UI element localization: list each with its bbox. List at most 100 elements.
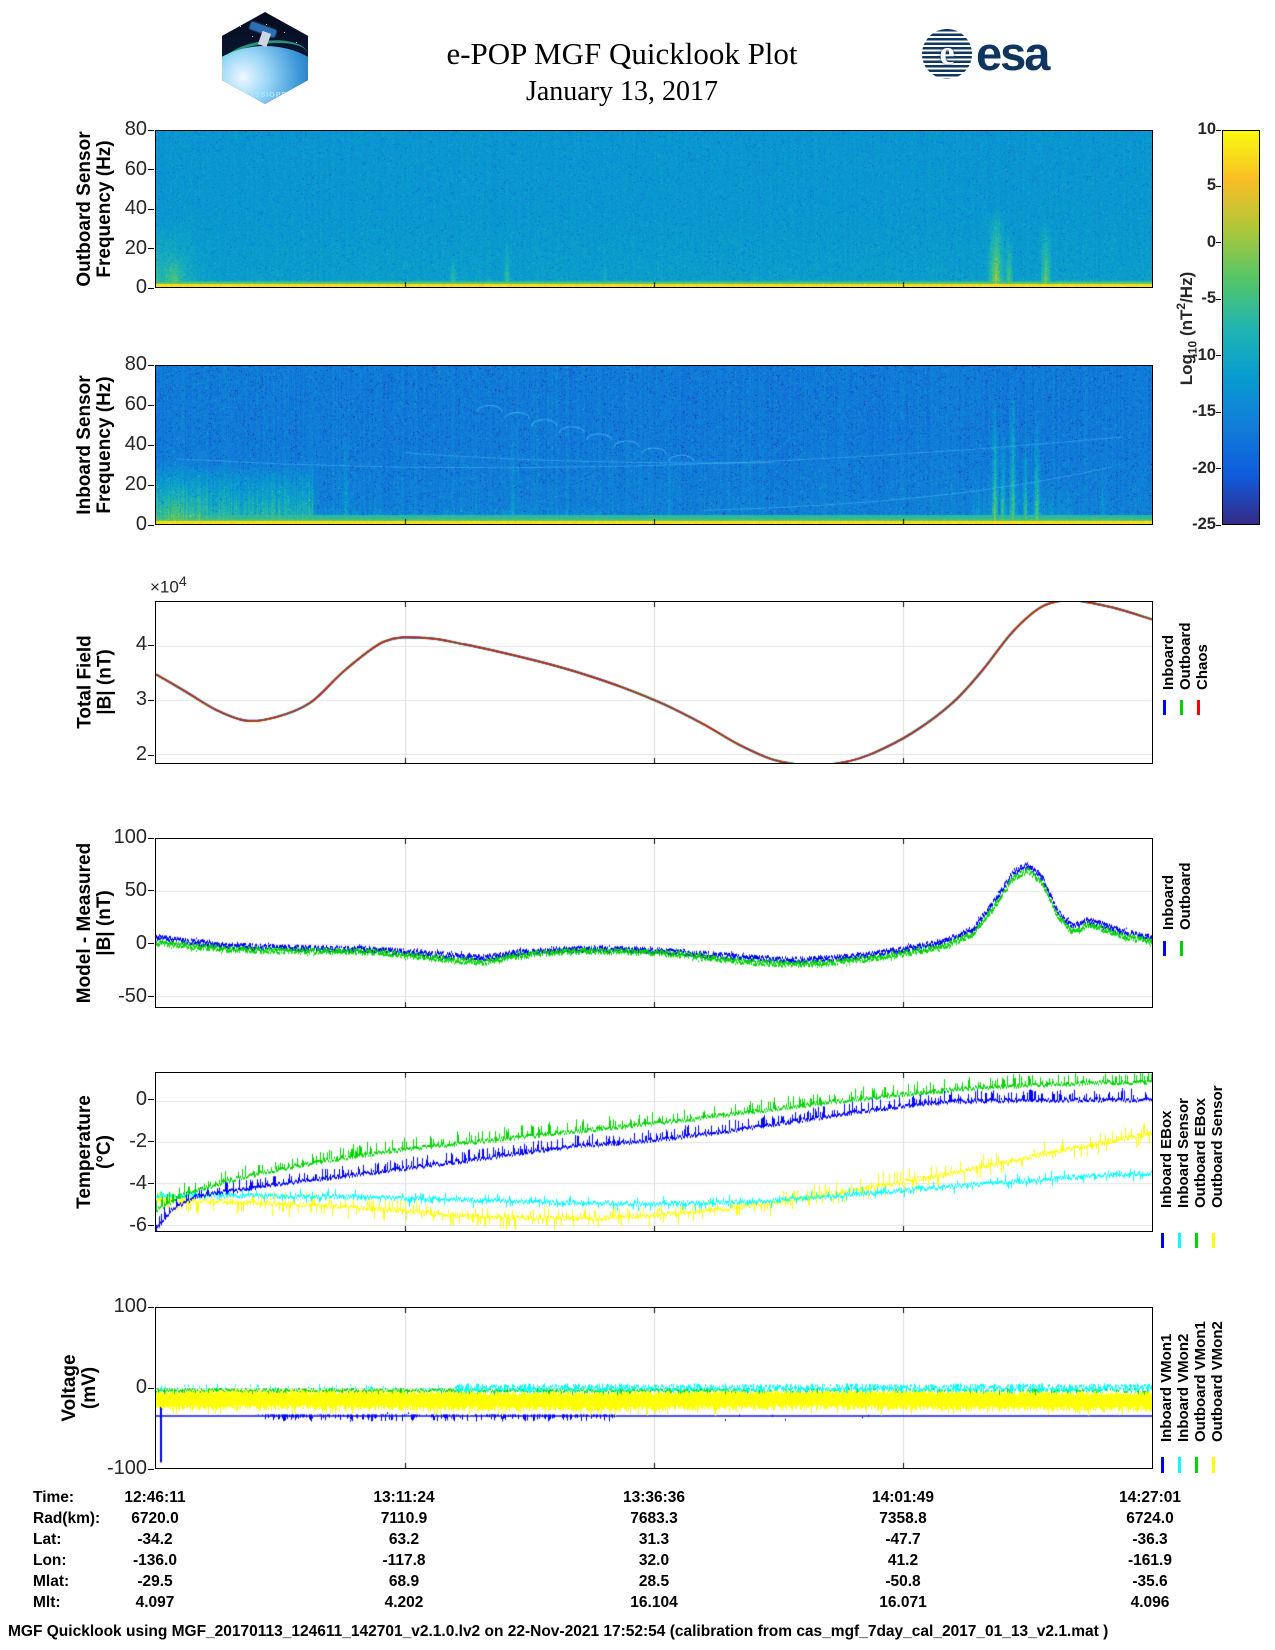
outboard-spectrogram-panel bbox=[155, 130, 1153, 288]
y-tick-label: 4 bbox=[135, 633, 147, 656]
ephemeris-value: 7110.9 bbox=[380, 1510, 428, 1527]
y-tick-mark bbox=[148, 404, 154, 406]
legend-label: Inboard Sensor bbox=[1175, 1097, 1192, 1208]
ephemeris-value: 7683.3 bbox=[630, 1510, 678, 1527]
y-tick-label: 80 bbox=[124, 118, 147, 140]
colorbar-tick-mark bbox=[1216, 298, 1221, 300]
y-tick-label: -6 bbox=[129, 1213, 147, 1236]
model-minus-measured-canvas bbox=[156, 839, 1152, 1007]
ephemeris-value: 14:01:49 bbox=[871, 1489, 935, 1506]
y-tick-mark bbox=[148, 1099, 154, 1101]
legend-label: Inboard EBox bbox=[1158, 1110, 1175, 1208]
legend-marker bbox=[1180, 700, 1183, 715]
ephemeris-value: 31.3 bbox=[638, 1531, 670, 1548]
ephemeris-row-label: Time: bbox=[33, 1489, 75, 1506]
y-tick-label: 0 bbox=[135, 513, 147, 535]
ylabel-total-field: Total Field |B| (nT) bbox=[74, 635, 115, 729]
y-tick-label: 100 bbox=[113, 1295, 147, 1317]
model-minus-measured-panel bbox=[155, 838, 1153, 1008]
legend-label: Outboard VMon2 bbox=[1209, 1321, 1226, 1442]
y-tick-label: -100 bbox=[106, 1457, 147, 1479]
temperature-canvas bbox=[156, 1073, 1152, 1231]
voltage-canvas bbox=[156, 1308, 1152, 1468]
ephemeris-value: -47.7 bbox=[885, 1531, 921, 1548]
total-field-panel bbox=[155, 601, 1153, 764]
legend-label: Inboard VMon2 bbox=[1175, 1333, 1192, 1442]
temperature-panel bbox=[155, 1072, 1153, 1232]
legend-label: Inboard bbox=[1160, 875, 1177, 930]
esa-logo: e esa bbox=[922, 26, 1050, 81]
y-tick-mark bbox=[148, 248, 154, 249]
y-tick-mark bbox=[148, 129, 154, 131]
ephemeris-value: 16.071 bbox=[879, 1594, 927, 1611]
ephemeris-value: -50.8 bbox=[885, 1573, 921, 1590]
ephemeris-value: 32.0 bbox=[638, 1552, 670, 1569]
legend-marker bbox=[1195, 1233, 1198, 1248]
colorbar-tick-mark bbox=[1216, 129, 1221, 131]
ephemeris-value: 4.096 bbox=[1130, 1594, 1170, 1611]
y-tick-mark bbox=[148, 1183, 154, 1185]
y-tick-mark bbox=[148, 1387, 154, 1389]
ephemeris-value: 16.104 bbox=[630, 1594, 678, 1611]
ephemeris-value: 14:27:01 bbox=[1118, 1489, 1182, 1506]
colorbar-tick-label: 10 bbox=[1197, 120, 1216, 138]
y-tick-mark bbox=[148, 208, 154, 210]
legend-marker bbox=[1178, 1457, 1181, 1473]
spectrogram-colorbar bbox=[1222, 130, 1260, 525]
y-tick-label: 100 bbox=[113, 826, 147, 848]
colorbar-tick-mark bbox=[1216, 185, 1221, 187]
y-tick-label: 40 bbox=[124, 433, 147, 455]
legend-marker bbox=[1180, 941, 1183, 956]
ephemeris-row-label: Mlat: bbox=[33, 1573, 70, 1590]
esa-globe-icon: e bbox=[922, 28, 972, 79]
colorbar-tick-label: -15 bbox=[1192, 402, 1216, 421]
y-tick-label: 0 bbox=[135, 1376, 147, 1398]
y-tick-label: 0 bbox=[135, 276, 147, 298]
inboard-spectrogram-canvas bbox=[156, 366, 1152, 524]
y-tick-label: 2 bbox=[135, 743, 147, 766]
colorbar-tick-label: 5 bbox=[1206, 176, 1216, 195]
ephemeris-value: 13:11:24 bbox=[373, 1489, 435, 1506]
y-tick-mark bbox=[148, 699, 154, 701]
legend-label: Chaos bbox=[1194, 644, 1211, 690]
y-tick-mark bbox=[148, 287, 154, 289]
y-tick-label: 20 bbox=[124, 473, 147, 495]
ylabel-model-minus-measured: Model - Measured |B| (nT) bbox=[74, 842, 115, 1004]
legend-marker bbox=[1212, 1233, 1215, 1248]
ephemeris-value: -161.9 bbox=[1128, 1552, 1172, 1569]
y-tick-label: 40 bbox=[124, 197, 147, 219]
legend-label: Outboard VMon1 bbox=[1192, 1321, 1209, 1442]
y-tick-label: -2 bbox=[129, 1129, 147, 1152]
legend-marker bbox=[1163, 941, 1166, 956]
legend-marker bbox=[1163, 700, 1166, 715]
footer-provenance-text: MGF Quicklook using MGF_20170113_124611_… bbox=[8, 1623, 1109, 1640]
legend-label: Inboard bbox=[1160, 635, 1177, 690]
ephemeris-value: 6720.0 bbox=[131, 1510, 179, 1527]
colorbar-tick-label: 0 bbox=[1206, 232, 1216, 251]
colorbar-tick-label: -20 bbox=[1192, 458, 1216, 477]
y-tick-mark bbox=[148, 890, 154, 892]
esa-wordmark: esa bbox=[976, 27, 1050, 80]
ephemeris-value: -117.8 bbox=[382, 1552, 426, 1569]
ephemeris-value: 4.202 bbox=[384, 1594, 424, 1611]
y-tick-mark bbox=[148, 837, 154, 839]
y-tick-mark bbox=[148, 364, 154, 366]
colorbar-tick-mark bbox=[1216, 524, 1221, 526]
legend-marker bbox=[1161, 1233, 1164, 1248]
y-tick-mark bbox=[148, 644, 154, 646]
y-tick-mark bbox=[148, 444, 154, 446]
total-field-axis-multiplier: ×104 bbox=[150, 574, 187, 597]
y-tick-mark bbox=[148, 169, 154, 170]
y-tick-label: 50 bbox=[124, 878, 147, 901]
y-tick-mark bbox=[148, 754, 154, 756]
y-tick-label: -4 bbox=[129, 1171, 147, 1194]
ephemeris-row-label: Lat: bbox=[33, 1531, 62, 1548]
legend-label: Outboard bbox=[1177, 622, 1194, 691]
ephemeris-value: -34.2 bbox=[137, 1531, 173, 1548]
legend-label: Outboard EBox bbox=[1192, 1097, 1209, 1208]
colorbar-tick-label: -25 bbox=[1192, 515, 1216, 533]
legend-marker bbox=[1161, 1457, 1164, 1473]
y-tick-label: 80 bbox=[124, 353, 147, 375]
ephemeris-value: 13:36:36 bbox=[622, 1489, 686, 1506]
